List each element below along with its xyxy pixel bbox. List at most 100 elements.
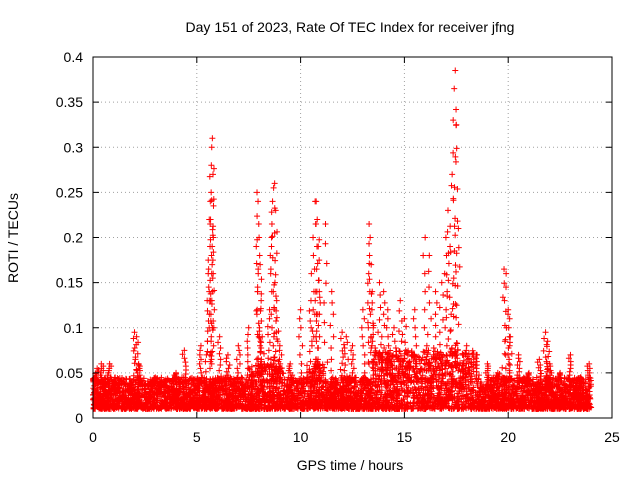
data-point-streak [206, 365, 213, 372]
data-point-streak [456, 263, 463, 270]
data-point-streak [455, 244, 462, 251]
data-point-streak [315, 322, 322, 329]
data-point-streak [181, 355, 188, 362]
data-point-streak [210, 223, 217, 230]
data-point-streak [180, 374, 187, 381]
data-point-streak [339, 372, 346, 379]
data-point-streak [433, 299, 440, 306]
data-point-streak [432, 322, 439, 329]
data-point-streak [367, 311, 374, 318]
data-point-streak [244, 358, 251, 365]
data-point [370, 324, 377, 331]
data-point-streak [377, 341, 384, 348]
data-point-streak [234, 365, 241, 372]
data-point-streak [265, 331, 272, 338]
data-point-streak [376, 354, 383, 361]
data-point-streak [104, 372, 111, 379]
data-point-streak [275, 369, 282, 376]
data-point-streak [316, 236, 323, 243]
data-point-streak [269, 254, 276, 261]
data-point [270, 184, 277, 191]
data-point-streak [298, 369, 305, 376]
data-point-streak [307, 317, 314, 324]
data-point-streak [377, 292, 384, 299]
data-point-streak [432, 311, 439, 318]
data-point-streak [254, 213, 261, 220]
data-point [380, 288, 387, 295]
data-point-streak [137, 378, 144, 385]
data-point-streak [207, 216, 214, 223]
data-point-streak [209, 348, 216, 355]
data-point-streak [258, 356, 265, 363]
x-axis-ticks: 0 5 10 15 20 25 [89, 57, 620, 445]
data-point-streak [208, 360, 215, 367]
data-point-streak [501, 280, 508, 287]
data-point-streak [343, 373, 350, 380]
data-point-streak [182, 359, 189, 366]
data-point-streak [425, 347, 432, 354]
x-tick-label: 25 [604, 429, 620, 445]
data-point-streak [210, 165, 217, 172]
data-point-streak [208, 189, 215, 196]
data-point-streak [270, 360, 277, 367]
data-point [426, 252, 433, 259]
data-point-streak [420, 252, 427, 259]
data-point-streak [379, 367, 386, 374]
data-point-streak [358, 324, 365, 331]
x-tick-label: 15 [397, 429, 413, 445]
data-point-streak [381, 345, 388, 352]
data-point-streak [445, 277, 452, 284]
data-point-streak [257, 307, 264, 314]
data-point-streak [337, 366, 344, 373]
data-point-streak [205, 266, 212, 273]
data-point-streak [196, 378, 203, 385]
data-point-streak [233, 378, 240, 385]
data-point-streak [272, 348, 279, 355]
data-point-streak [378, 333, 385, 340]
data-point-streak [389, 331, 396, 338]
x-tick-label: 5 [193, 429, 201, 445]
data-point [216, 333, 223, 340]
data-point-streak [443, 314, 450, 321]
data-point-streak [447, 328, 454, 335]
data-point-streak [237, 351, 244, 358]
data-point-streak [452, 158, 459, 165]
data-point-streak [152, 378, 159, 385]
data-point [349, 342, 356, 349]
data-point-streak [258, 290, 265, 297]
data-point-streak [462, 378, 469, 385]
data-point-streak [316, 257, 323, 264]
data-point [269, 198, 276, 205]
data-point [397, 297, 404, 304]
data-point-streak [199, 374, 206, 381]
data-point-streak [391, 358, 398, 365]
data-point-streak [364, 280, 371, 287]
data-point-streak [576, 378, 583, 385]
data-point-streak [359, 333, 366, 340]
data-point-streak [424, 378, 431, 385]
data-point-streak [366, 305, 373, 312]
data-point-streak [329, 299, 336, 306]
data-point-streak [424, 331, 431, 338]
y-tick-label: 0.1 [64, 320, 84, 336]
data-point-streak [514, 378, 521, 385]
data-point-streak [204, 328, 211, 335]
data-point-streak [312, 297, 319, 304]
data-point-streak [361, 315, 368, 322]
data-point-streak [446, 294, 453, 301]
data-point-streak [223, 358, 230, 365]
data-point-streak [330, 333, 337, 340]
data-point-streak [271, 304, 278, 311]
data-point-streak [109, 378, 116, 385]
data-point-streak [445, 260, 452, 267]
data-point [297, 306, 304, 313]
data-point-streak [208, 333, 215, 340]
data-point-streak [423, 342, 430, 349]
data-point-streak [269, 233, 276, 240]
data-point-streak [254, 288, 261, 295]
data-point-streak [514, 361, 521, 368]
data-point [245, 324, 252, 331]
data-point-streak [322, 280, 329, 287]
data-point-streak [370, 331, 377, 338]
data-point-streak [328, 345, 335, 352]
